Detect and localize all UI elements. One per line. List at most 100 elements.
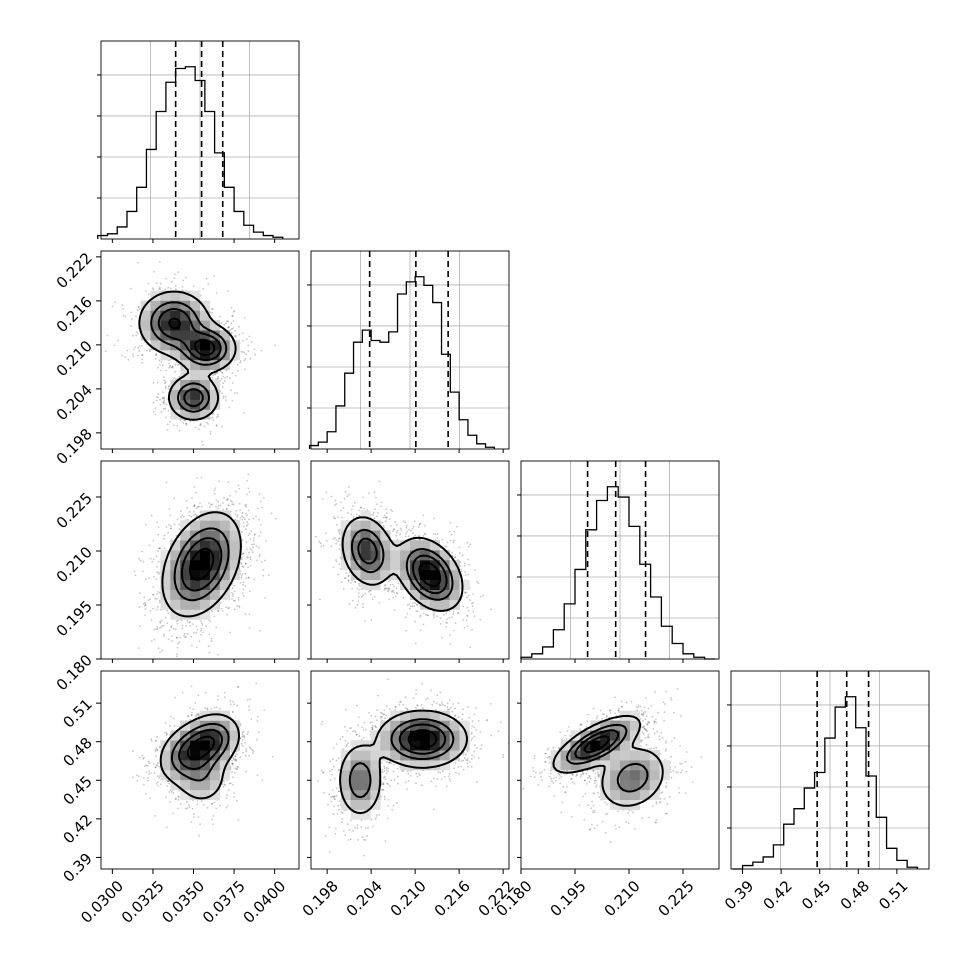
scatter-point	[360, 826, 363, 828]
scatter-point	[466, 615, 469, 617]
scatter-point	[244, 613, 247, 616]
scatter-point	[174, 628, 177, 631]
scatter-point	[407, 535, 410, 538]
scatter-point	[165, 481, 168, 483]
density-cell	[400, 569, 411, 581]
scatter-point	[186, 506, 189, 509]
density-cell	[209, 320, 221, 331]
scatter-point	[399, 527, 402, 530]
scatter-point	[383, 765, 386, 768]
scatter-point	[171, 365, 174, 368]
density-cell	[649, 770, 660, 781]
scatter-point	[163, 547, 166, 550]
scatter-point	[436, 694, 439, 697]
scatter-point	[145, 290, 147, 292]
scatter-point	[158, 746, 161, 748]
panel-frame-0-3	[100, 670, 300, 870]
scatter-point	[164, 731, 166, 734]
scatter-point	[238, 487, 241, 490]
density-cell	[400, 720, 411, 731]
scatter-point	[261, 779, 264, 782]
scatter-point	[226, 613, 228, 616]
scatter-point	[384, 587, 386, 590]
scatter-point	[234, 758, 237, 761]
density-cell	[429, 740, 440, 751]
scatter-point	[395, 595, 397, 598]
scatter-point	[258, 535, 261, 537]
scatter-point	[606, 803, 608, 806]
scatter-point	[357, 724, 360, 727]
scatter-point	[247, 473, 250, 476]
scatter-point	[416, 603, 419, 606]
scatter-point	[142, 560, 145, 563]
scatter-point	[157, 366, 160, 369]
scatter-point	[385, 516, 388, 519]
density-cell	[400, 579, 411, 590]
scatter-point	[373, 596, 376, 598]
scatter-point	[221, 371, 224, 374]
scatter-point	[168, 385, 170, 387]
density-cell	[370, 520, 381, 531]
scatter-point	[540, 775, 543, 778]
scatter-point	[170, 450, 172, 452]
scatter-point	[161, 391, 164, 393]
scatter-point	[333, 747, 335, 749]
density-cell	[229, 720, 240, 731]
scatter-point	[144, 614, 147, 617]
scatter-point	[657, 711, 659, 714]
scatter-point	[187, 715, 189, 718]
scatter-point	[588, 774, 590, 777]
x-tick-label: 0.210	[601, 877, 644, 920]
density-cell	[170, 320, 181, 331]
scatter-point	[412, 525, 415, 528]
scatter-point	[181, 691, 184, 694]
scatter-point	[392, 596, 395, 599]
scatter-point	[333, 795, 336, 797]
scatter-point	[166, 785, 169, 787]
scatter-point	[469, 599, 471, 601]
density-cell	[229, 530, 240, 541]
density-cell	[180, 740, 191, 751]
density-cell	[439, 599, 450, 610]
scatter-point	[228, 406, 231, 409]
density-cell	[229, 550, 240, 561]
scatter-point	[178, 523, 181, 526]
scatter-point	[164, 385, 167, 388]
scatter-point	[348, 727, 351, 730]
scatter-point	[211, 376, 214, 379]
scatter-point	[244, 741, 246, 744]
scatter-point	[418, 773, 420, 775]
scatter-point	[596, 824, 599, 827]
scatter-point	[231, 315, 234, 317]
scatter-point	[147, 777, 150, 780]
scatter-point	[341, 516, 343, 519]
density-cell	[459, 740, 470, 751]
scatter-point	[383, 514, 386, 517]
scatter-point	[416, 704, 419, 707]
scatter-point	[222, 785, 225, 788]
scatter-point	[248, 490, 251, 493]
scatter-point	[168, 725, 171, 727]
scatter-point	[172, 792, 175, 795]
scatter-point	[233, 771, 236, 774]
scatter-point	[162, 408, 165, 410]
scatter-point	[121, 354, 123, 357]
scatter-point	[385, 516, 388, 519]
density-cell	[449, 720, 460, 731]
scatter-point	[414, 642, 417, 645]
density-cell	[370, 799, 381, 810]
scatter-point	[200, 294, 202, 297]
scatter-point	[395, 523, 398, 526]
scatter-point	[222, 509, 225, 511]
scatter-point	[370, 818, 373, 821]
scatter-point	[136, 780, 139, 782]
scatter-point	[225, 806, 228, 809]
scatter-point	[664, 742, 667, 744]
scatter-point	[245, 353, 248, 356]
scatter-point	[214, 487, 217, 490]
scatter-point	[415, 610, 418, 612]
scatter-point	[440, 778, 443, 781]
scatter-point	[411, 528, 414, 530]
scatter-point	[396, 593, 399, 595]
scatter-point	[362, 594, 364, 597]
